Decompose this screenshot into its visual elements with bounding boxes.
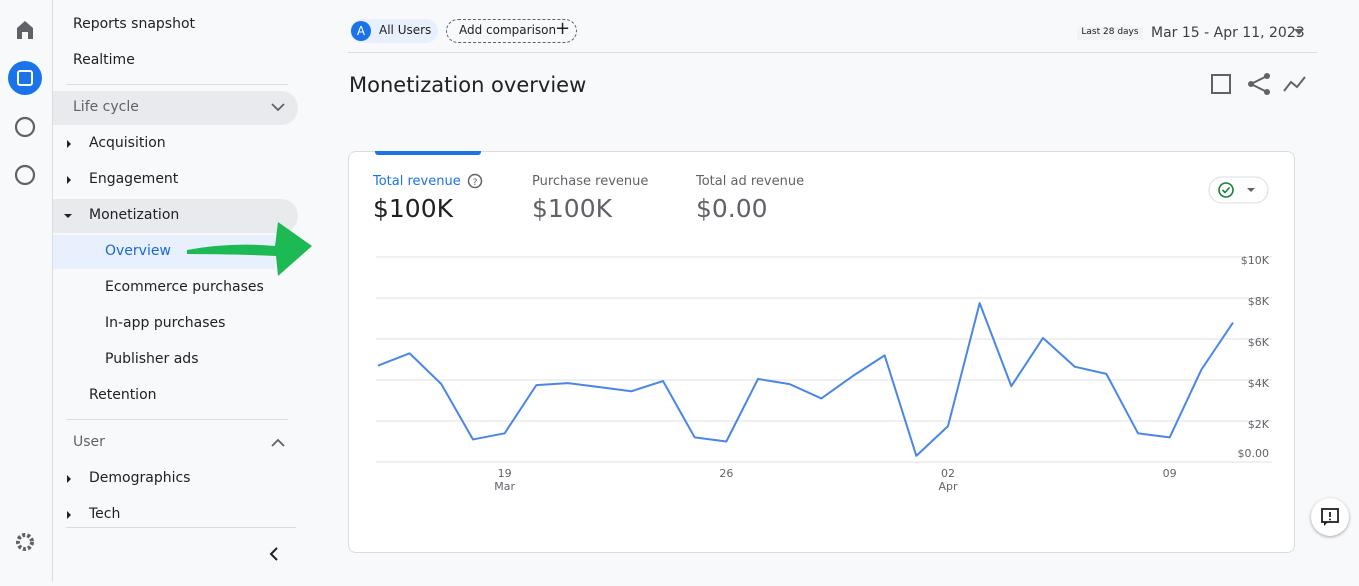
feedback-button[interactable] <box>1311 498 1349 536</box>
caret <box>67 511 71 519</box>
divider <box>66 419 288 420</box>
y-tick-label: $8K <box>1248 295 1270 308</box>
nav-item[interactable]: Acquisition <box>89 135 166 151</box>
section-title[interactable]: User <box>73 434 105 450</box>
add-comparison-chip[interactable] <box>446 19 577 43</box>
advertising-icon[interactable] <box>14 164 36 186</box>
nav-glyphs <box>64 103 312 561</box>
x-tick-sublabel: Apr <box>938 480 958 493</box>
y-tick-label: $0.00 <box>1238 447 1270 460</box>
metric-name[interactable]: Total ad revenue <box>696 174 805 189</box>
metric-value: $0.00 <box>696 194 768 223</box>
series-line <box>377 302 1234 457</box>
compare-menu[interactable] <box>1208 176 1270 204</box>
nav-item[interactable]: Reports snapshot <box>73 16 196 32</box>
nav-item[interactable]: Monetization <box>89 207 180 223</box>
nav-item[interactable]: Tech <box>89 506 121 522</box>
metric-value: $100K <box>532 194 613 223</box>
nav-item[interactable]: In-app purchases <box>105 315 226 331</box>
help-icon[interactable]: ? <box>467 173 483 189</box>
plus-icon: + <box>555 18 571 39</box>
divider <box>66 84 288 85</box>
customize-icon[interactable] <box>1211 74 1231 94</box>
icon-rail <box>0 0 53 582</box>
chevron[interactable] <box>271 103 285 112</box>
y-tick-label: $2K <box>1248 418 1270 431</box>
section-title: Life cycle <box>73 99 139 115</box>
toolbar-icons <box>1211 73 1306 95</box>
settings-icon[interactable] <box>16 533 34 551</box>
nav-item[interactable]: Retention <box>89 387 157 403</box>
metric-value: $100K <box>373 194 454 223</box>
page-title: Monetization overview <box>349 73 587 97</box>
annotation-arrow <box>187 222 312 276</box>
nav-item-selected[interactable]: Overview <box>105 243 171 259</box>
caret <box>67 176 71 184</box>
caret <box>67 140 71 148</box>
x-tick-sublabel: Mar <box>494 480 515 493</box>
insights-icon[interactable] <box>1283 76 1306 92</box>
nav-item[interactable]: Demographics <box>89 470 191 486</box>
reports-glyph <box>17 70 33 86</box>
reports-icon[interactable] <box>8 61 42 95</box>
y-tick-label: $6K <box>1248 336 1270 349</box>
x-tick-label: 19 <box>498 467 512 480</box>
caret <box>64 214 72 218</box>
feedback-icon <box>1321 508 1339 526</box>
nav-item[interactable]: Realtime <box>73 52 135 68</box>
segment-name: All Users <box>379 23 432 37</box>
date-dropdown[interactable] <box>1293 28 1305 36</box>
x-tick-label: 09 <box>1163 467 1177 480</box>
rail-icons <box>8 21 42 551</box>
tab-indicator <box>375 151 481 155</box>
y-tick-label: $10K <box>1241 254 1270 267</box>
chevron[interactable] <box>271 438 285 447</box>
x-tick-label: 02 <box>941 467 955 480</box>
nav-item[interactable]: Engagement <box>89 171 179 187</box>
svg-text:?: ? <box>473 178 478 188</box>
x-tick-label: 26 <box>719 467 733 480</box>
caret <box>67 475 71 483</box>
section-header-bg[interactable] <box>53 91 298 125</box>
chart-card <box>348 151 1295 553</box>
share-icon[interactable] <box>1248 73 1270 95</box>
add-comparison: Add comparison <box>459 23 557 37</box>
metric-name[interactable]: Purchase revenue <box>532 174 649 189</box>
y-tick-label: $4K <box>1248 377 1270 390</box>
divider <box>348 52 1317 53</box>
nav-item[interactable]: Publisher ads <box>105 351 199 367</box>
expanded-bg <box>53 199 298 233</box>
date-range[interactable]: Mar 15 - Apr 11, 2023 <box>1151 25 1305 41</box>
segment-badge: A <box>351 21 371 41</box>
nav-item[interactable]: Ecommerce purchases <box>105 279 264 295</box>
divider <box>66 527 296 528</box>
date-range-label: Last 28 days <box>1077 27 1143 40</box>
explore-icon[interactable] <box>14 116 36 138</box>
home-icon[interactable] <box>17 21 33 39</box>
collapse-icon[interactable] <box>269 547 278 561</box>
metric-name[interactable]: Total revenue <box>373 174 461 189</box>
